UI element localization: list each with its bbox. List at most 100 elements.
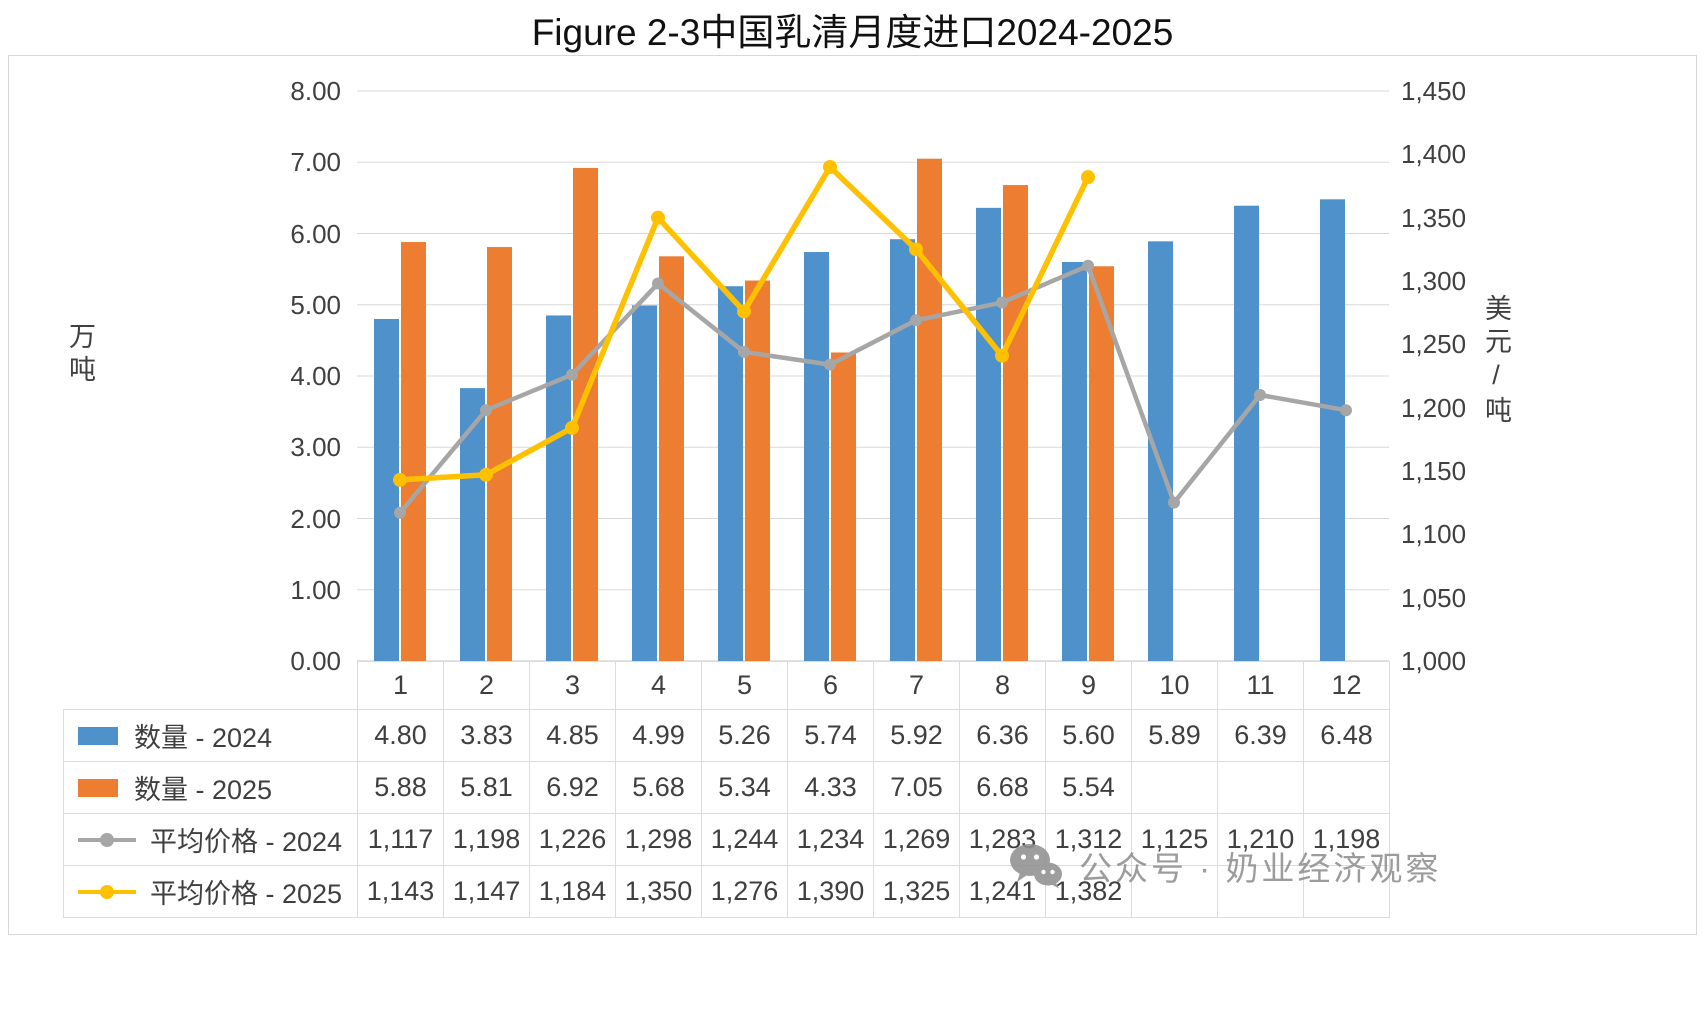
bar-数量 - 2024 <box>1234 205 1259 661</box>
table-cell: 1,198 <box>1303 813 1390 866</box>
table-cell: 5.54 <box>1045 761 1132 814</box>
left-axis-tick: 2.00 <box>290 503 341 534</box>
table-cell: 1,226 <box>529 813 616 866</box>
month-label: 9 <box>1045 661 1132 710</box>
right-axis-tick: 1,400 <box>1401 139 1467 170</box>
price-point-平均价格 - 2024 <box>394 506 406 519</box>
right-axis-tick: 1,000 <box>1401 646 1467 676</box>
table-cell <box>1217 865 1304 918</box>
right-axis-tick: 1,150 <box>1401 456 1467 486</box>
bar-数量 - 2024 <box>632 305 657 661</box>
price-point-平均价格 - 2024 <box>996 296 1008 309</box>
price-point-平均价格 - 2024 <box>910 314 922 327</box>
watermark-text: 公众号 · 奶业经济观察 <box>1079 850 1442 887</box>
price-point-平均价格 - 2025 <box>909 242 923 257</box>
table-cell: 1,283 <box>959 813 1046 866</box>
price-point-平均价格 - 2025 <box>479 467 493 482</box>
month-label: 8 <box>959 661 1046 710</box>
legend-line-swatch <box>78 883 136 901</box>
table-cell: 4.99 <box>615 709 702 762</box>
left-axis-tick: 1.00 <box>290 574 341 605</box>
table-cell: 5.60 <box>1045 709 1132 762</box>
price-line-平均价格 - 2024 <box>397 263 1349 516</box>
price-point-平均价格 - 2024 <box>824 358 836 371</box>
month-label: 10 <box>1131 661 1218 710</box>
table-cell: 6.68 <box>959 761 1046 814</box>
right-axis-tick: 1,350 <box>1401 202 1467 233</box>
month-label: 6 <box>787 661 874 710</box>
price-point-平均价格 - 2024 <box>566 368 578 381</box>
month-label: 1 <box>357 661 444 710</box>
table-cell: 4.85 <box>529 709 616 762</box>
legend-line-swatch <box>78 831 136 849</box>
table-cell: 6.39 <box>1217 709 1304 762</box>
table-cell: 1,350 <box>615 865 702 918</box>
table-cell: 4.33 <box>787 761 874 814</box>
watermark: 公众号 · 奶业经济观察 <box>1009 842 1441 890</box>
price-point-平均价格 - 2024 <box>738 345 750 358</box>
table-cell: 6.36 <box>959 709 1046 762</box>
table-cell: 1,276 <box>701 865 788 918</box>
table-cell: 5.68 <box>615 761 702 814</box>
price-point-平均价格 - 2025 <box>737 304 751 319</box>
price-point-平均价格 - 2024 <box>1168 496 1180 509</box>
legend-label: 平均价格 - 2025 <box>150 879 343 909</box>
left-axis-tick: 6.00 <box>290 218 341 249</box>
left-axis-tick: 3.00 <box>290 432 341 463</box>
right-axis-title: 美元/吨 <box>1481 294 1511 429</box>
price-point-平均价格 - 2025 <box>393 472 407 487</box>
right-axis-tick: 1,300 <box>1401 266 1467 296</box>
table-cell: 5.89 <box>1131 709 1218 762</box>
table-cell: 5.92 <box>873 709 960 762</box>
price-line-平均价格 - 2025 <box>397 164 1091 483</box>
right-axis-tick: 1,450 <box>1401 76 1467 106</box>
table-cell: 1,210 <box>1217 813 1304 866</box>
bar-数量 - 2025 <box>487 247 512 661</box>
month-label: 4 <box>615 661 702 710</box>
right-axis-tick: 1,250 <box>1401 329 1467 360</box>
table-row: 平均价格 - 2024 1,117 1,198 1,226 1,298 1,244 1,23… <box>63 813 1390 866</box>
left-axis-title: 万吨 <box>65 322 95 388</box>
price-point-平均价格 - 2025 <box>823 160 837 174</box>
month-label: 12 <box>1303 661 1390 710</box>
price-point-平均价格 - 2024 <box>1254 389 1266 401</box>
table-cell: 5.26 <box>701 709 788 762</box>
left-axis-tick: 4.00 <box>290 361 341 391</box>
table-cell: 1,298 <box>615 813 702 866</box>
table-cell: 1,184 <box>529 865 616 918</box>
bar-数量 - 2024 <box>546 315 571 661</box>
table-row: 数量 - 2025 5.88 5.81 6.92 5.68 5.34 4.33 7.05 6.6… <box>63 761 1390 814</box>
price-point-平均价格 - 2025 <box>565 420 579 435</box>
table-cell: 1,241 <box>959 865 1046 918</box>
data-table: 1 2 3 4 5 6 7 8 9 10 11 12 数量 - 2024 4.80 3.83 4.85 4.99… <box>63 661 1390 918</box>
price-point-平均价格 - 2024 <box>652 277 664 290</box>
legend-bar-swatch <box>78 726 118 745</box>
table-row: 平均价格 - 2025 1,143 1,147 1,184 1,350 1,276 1,39… <box>63 865 1390 918</box>
table-cell: 1,390 <box>787 865 874 918</box>
legend-label: 数量 - 2024 <box>134 723 273 753</box>
legend-label: 平均价格 - 2024 <box>150 827 343 857</box>
price-point-平均价格 - 2024 <box>1082 259 1094 272</box>
table-cell: 1,143 <box>357 865 444 918</box>
price-point-平均价格 - 2024 <box>1340 404 1352 417</box>
bar-数量 - 2025 <box>1003 185 1028 662</box>
table-cell: 1,244 <box>701 813 788 866</box>
legend-label: 数量 - 2025 <box>134 775 273 805</box>
month-label: 2 <box>443 661 530 710</box>
table-cell: 5.81 <box>443 761 530 814</box>
right-axis-tick: 1,100 <box>1401 519 1467 550</box>
table-cell: 5.88 <box>357 761 444 814</box>
left-axis-tick: 7.00 <box>290 147 341 178</box>
table-cell: 6.92 <box>529 761 616 814</box>
month-label: 5 <box>701 661 788 710</box>
right-axis-tick: 1,200 <box>1401 392 1467 423</box>
bar-数量 - 2024 <box>1062 262 1087 661</box>
table-cell <box>1303 761 1390 814</box>
left-axis-tick: 0.00 <box>290 646 341 676</box>
legend-bar-swatch <box>78 778 118 797</box>
bar-数量 - 2024 <box>718 286 743 661</box>
table-cell: 5.34 <box>701 761 788 814</box>
bar-数量 - 2024 <box>1148 241 1173 661</box>
table-cell <box>1303 865 1390 918</box>
table-cell: 1,117 <box>357 813 444 866</box>
